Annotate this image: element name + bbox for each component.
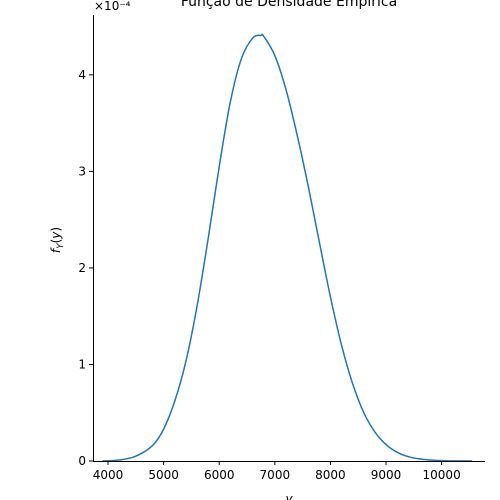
y-tick-label: 4 [78, 68, 86, 82]
y-tick-label: 2 [78, 261, 86, 275]
x-tick-label: 4000 [93, 468, 124, 482]
x-tick-label: 7000 [260, 468, 291, 482]
x-tick-label: 9000 [371, 468, 402, 482]
x-tick-label: 10000 [423, 468, 461, 482]
x-axis-ticks: 4000 5000 6000 7000 8000 9000 10000 [93, 461, 461, 482]
chart-title: Função de Densidade Empírica [181, 0, 397, 10]
y-axis-ticks: 0 1 2 3 4 [78, 68, 93, 468]
y-tick-label: 3 [78, 164, 86, 178]
y-offset-text: ×10⁻⁴ [94, 0, 131, 13]
y-tick-label: 0 [78, 454, 86, 468]
y-axis-label: fY(y) [49, 227, 66, 253]
x-tick-label: 6000 [204, 468, 235, 482]
y-tick-label: 1 [78, 357, 86, 371]
x-tick-label: 8000 [315, 468, 346, 482]
x-tick-label: 5000 [148, 468, 179, 482]
density-curve-line [102, 33, 473, 462]
plot-area [102, 33, 473, 462]
x-axis-label: y [284, 492, 293, 500]
